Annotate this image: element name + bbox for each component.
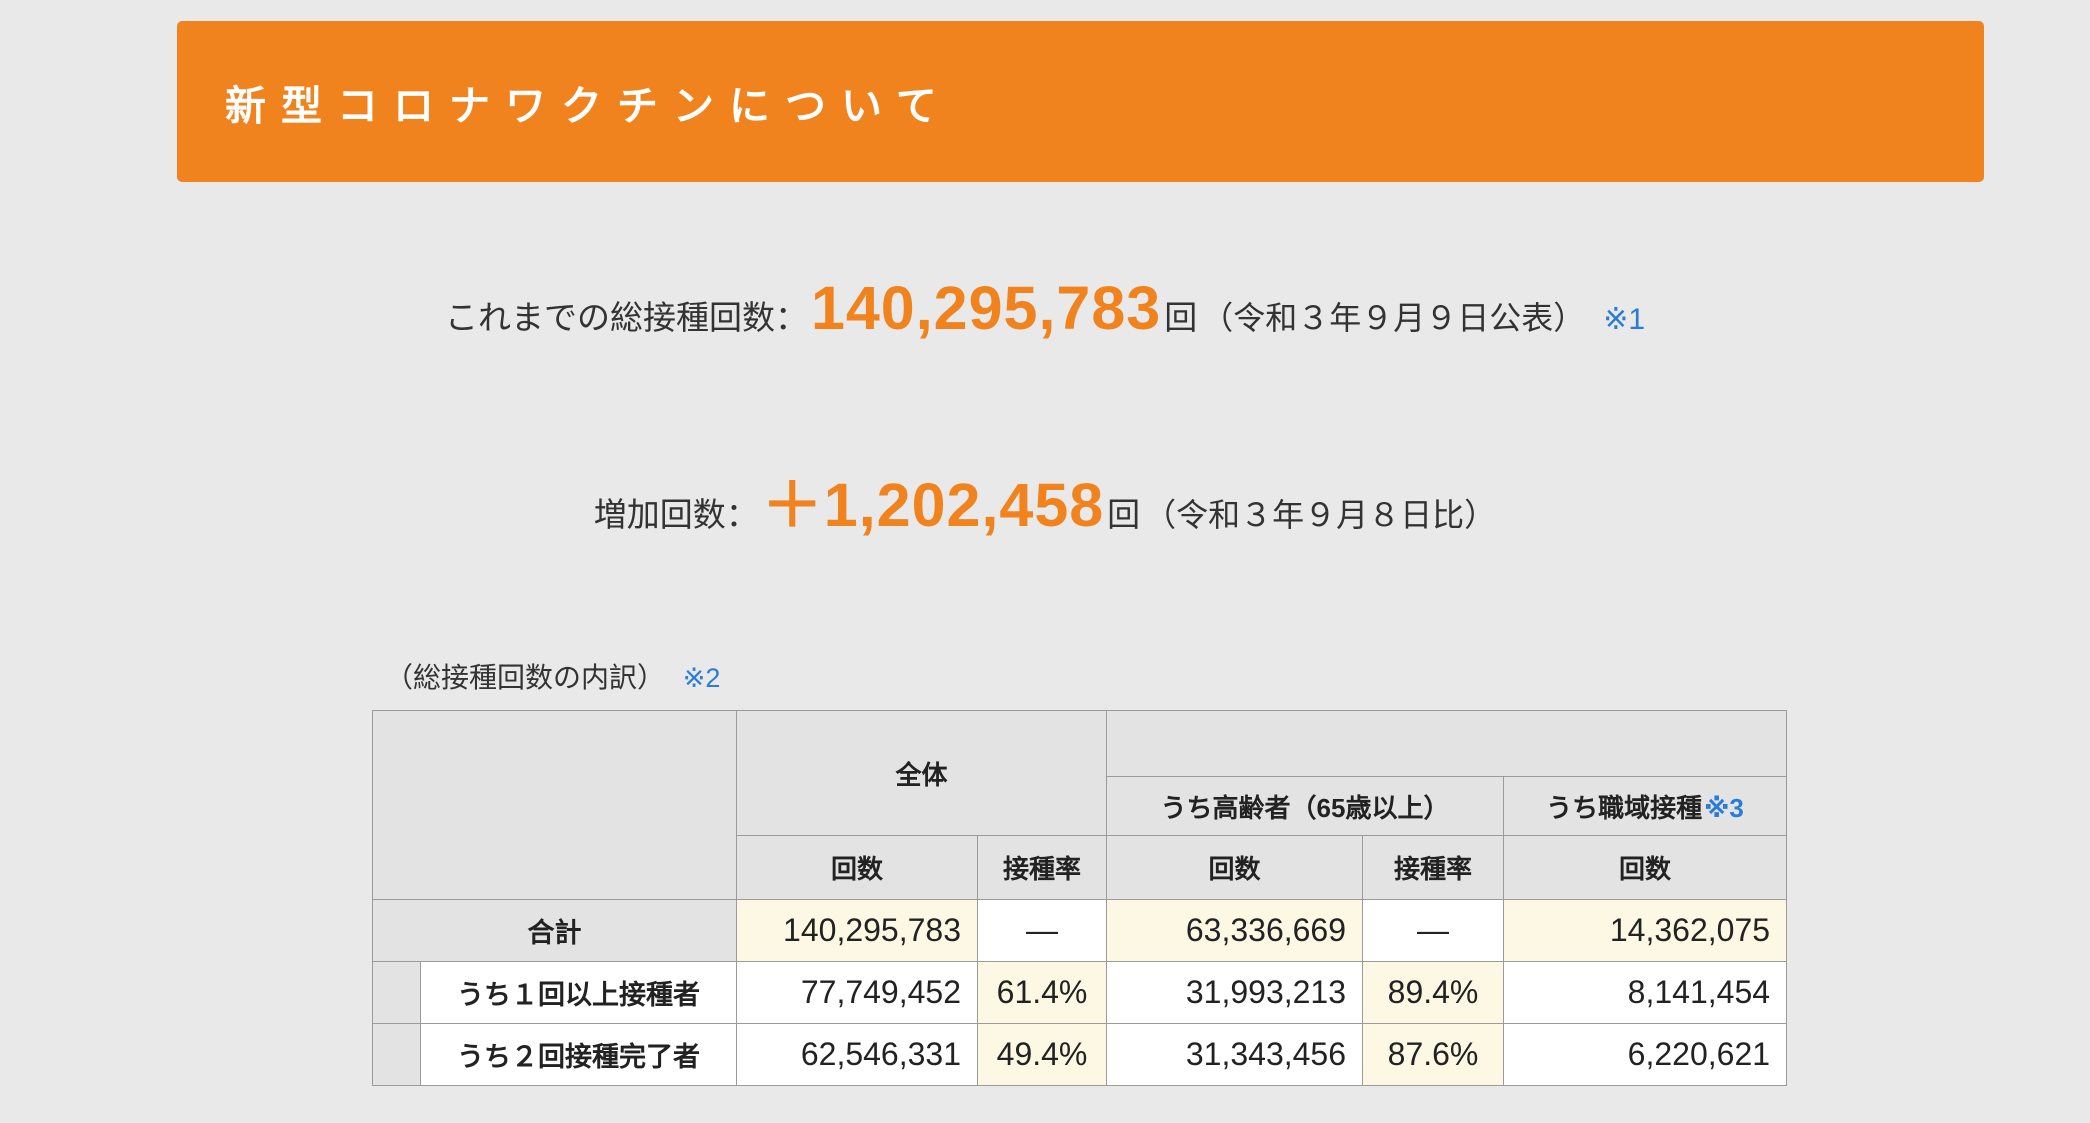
header-row-group-sub: うち高齢者（65歳以上） うち職域接種※3	[373, 776, 1788, 836]
cell-total-workplace-count: 14,362,075	[1503, 899, 1788, 962]
increase-doses-compare-date: （令和３年９月８日比）	[1144, 497, 1497, 533]
cell-first-elderly-rate: 89.4%	[1362, 961, 1505, 1024]
cell-total-elderly-count: 63,336,669	[1106, 899, 1364, 962]
breakdown-caption: （総接種回数の内訳）	[385, 662, 666, 693]
row-indent-cell	[372, 961, 421, 1024]
row-label-total: 合計	[372, 899, 737, 962]
footnote-link-3[interactable]: ※3	[1704, 792, 1744, 823]
table-row-first-dose: うち１回以上接種者 77,749,452 61.4% 31,993,213 89…	[372, 961, 1788, 1024]
header-row-group-top: 全体	[372, 710, 1788, 900]
header-workplace-count: 回数	[1503, 835, 1788, 900]
increase-doses-line: 増加回数： ＋1,202,458 回 （令和３年９月８日比）	[0, 470, 2090, 550]
total-doses-value: 140,295,783	[810, 274, 1162, 342]
header-overall: 全体	[735, 710, 1108, 836]
row-label-second-dose: うち２回接種完了者	[420, 1023, 737, 1086]
page-header-banner: 新型コロナワクチンについて	[177, 21, 1984, 182]
cell-first-elderly-count: 31,993,213	[1106, 961, 1364, 1024]
total-doses-line: これまでの総接種回数： 140,295,783 回 （令和３年９月９日公表） ※…	[0, 273, 2090, 355]
breakdown-caption-line: （総接種回数の内訳） ※2	[385, 658, 2090, 698]
header-overall-rate: 接種率	[976, 835, 1108, 900]
total-doses-unit: 回	[1164, 299, 1198, 336]
cell-second-elderly-rate: 87.6%	[1362, 1023, 1505, 1086]
page-title: 新型コロナワクチンについて	[225, 82, 952, 129]
header-elderly: うち高齢者（65歳以上）	[1106, 776, 1505, 836]
header-elderly-rate: 接種率	[1362, 835, 1505, 900]
header-row-metrics: 回数 接種率 回数 接種率 回数	[373, 835, 1788, 900]
header-elderly-count: 回数	[1106, 835, 1364, 900]
cell-first-overall-count: 77,749,452	[736, 961, 978, 1024]
footnote-link-2[interactable]: ※2	[682, 663, 721, 693]
increase-doses-value: ＋1,202,458	[761, 471, 1105, 539]
header-overall-count: 回数	[736, 835, 978, 900]
total-doses-label: これまでの総接種回数：	[444, 299, 808, 336]
cell-total-overall-count: 140,295,783	[736, 899, 978, 962]
increase-doses-label: 増加回数：	[593, 496, 759, 533]
cell-first-overall-rate: 61.4%	[976, 961, 1108, 1024]
footnote-link-1[interactable]: ※1	[1603, 303, 1646, 336]
cell-total-elderly-rate: —	[1362, 899, 1505, 962]
table-corner-cell	[372, 710, 737, 900]
table-row-second-dose: うち２回接種完了者 62,546,331 49.4% 31,343,456 87…	[372, 1023, 1788, 1086]
cell-total-overall-rate: —	[976, 899, 1108, 962]
cell-second-overall-rate: 49.4%	[976, 1023, 1108, 1086]
header-workplace: うち職域接種※3	[1503, 776, 1788, 836]
header-workplace-label: うち職域接種	[1546, 792, 1703, 823]
table-row-total: 合計 140,295,783 — 63,336,669 — 14,362,075	[372, 899, 1788, 962]
cell-first-workplace-count: 8,141,454	[1503, 961, 1788, 1024]
cell-second-overall-count: 62,546,331	[736, 1023, 978, 1086]
increase-doses-unit: 回	[1107, 496, 1141, 533]
row-label-first-dose: うち１回以上接種者	[420, 961, 737, 1024]
vaccination-breakdown-table: 全体 うち高齢者（65歳以上） うち職域接種※3 回数 接種率 回数 接種率 回…	[372, 710, 1788, 1086]
cell-second-elderly-count: 31,343,456	[1106, 1023, 1364, 1086]
row-indent-cell	[372, 1023, 421, 1086]
cell-second-workplace-count: 6,220,621	[1503, 1023, 1788, 1086]
header-spacer-cell	[1106, 710, 1788, 777]
total-doses-publish-date: （令和３年９月９日公表）	[1201, 300, 1586, 336]
